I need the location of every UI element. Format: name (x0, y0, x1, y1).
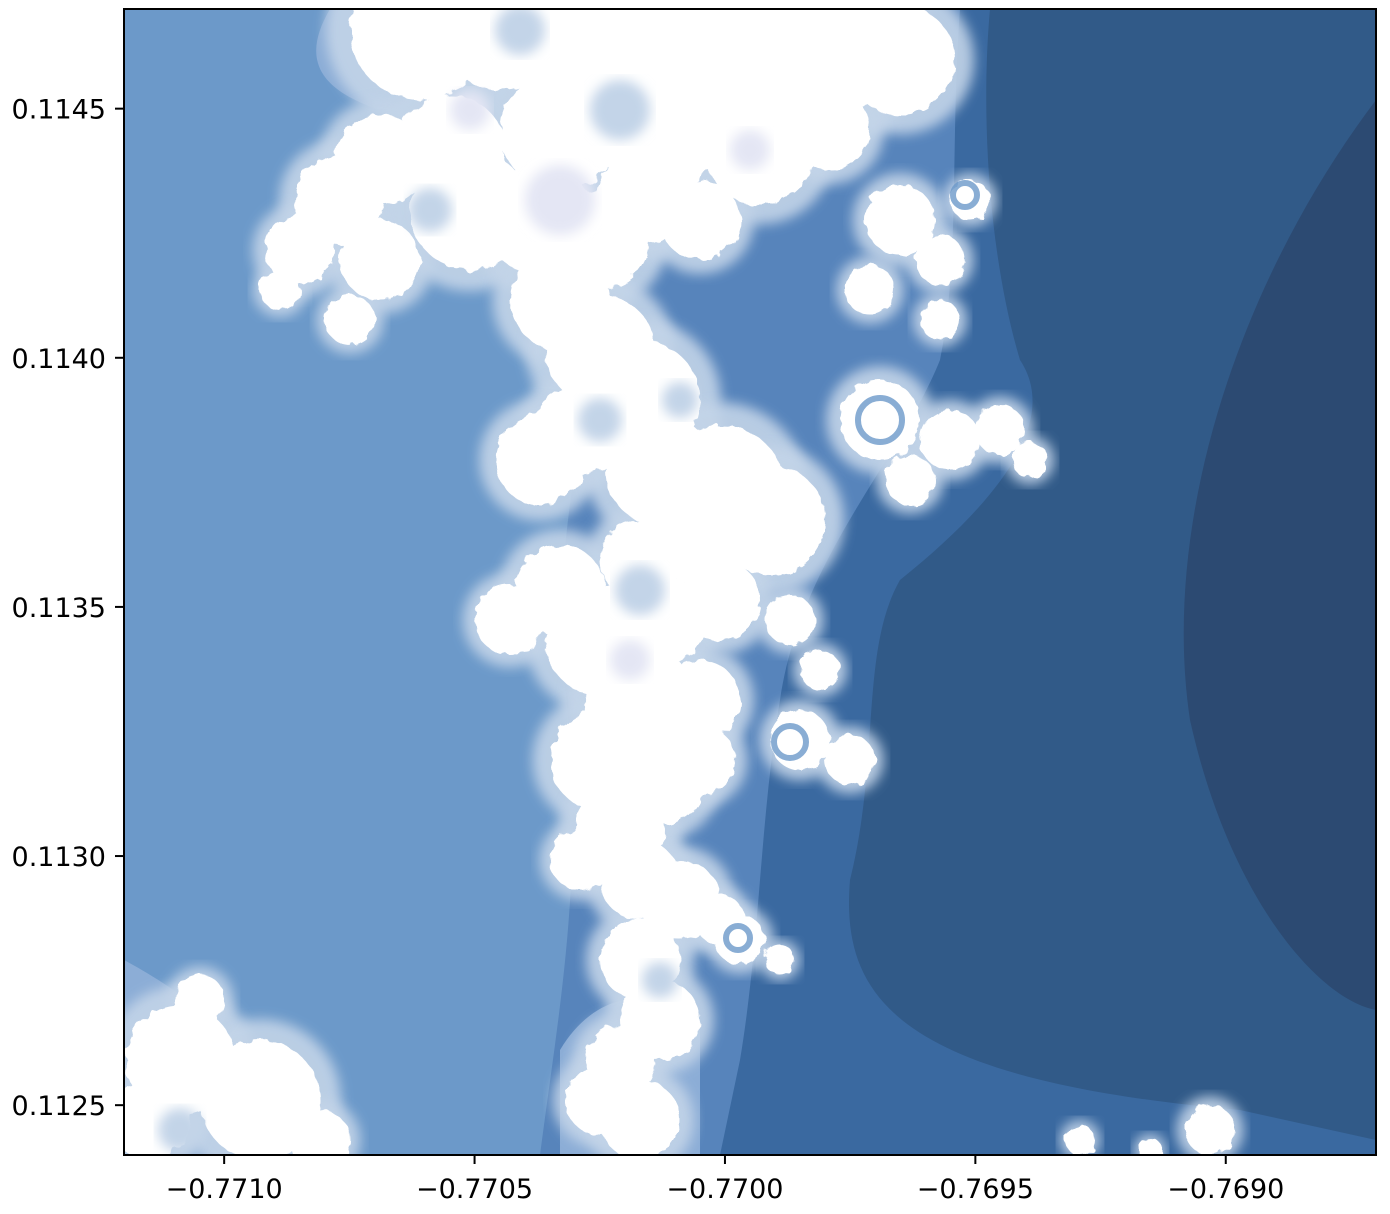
fractal-bulb-66 (715, 915, 765, 965)
fractal-bulb-53 (920, 410, 980, 470)
fractal-bulb-64 (765, 595, 815, 645)
fractal-interior-5 (450, 90, 490, 130)
y-tick-label: 0.1125 (12, 1091, 106, 1122)
fractal-bulb-16 (325, 295, 375, 345)
fractal-bulb-65 (800, 650, 840, 690)
fractal-interior-2 (408, 188, 452, 232)
fractal-bulb-74 (1065, 1125, 1095, 1155)
plot-frame (123, 8, 1377, 1156)
band-deep-right (1183, 100, 1376, 1010)
fractal-bulb-72 (175, 975, 225, 1025)
fractal-bulb-75 (1138, 1138, 1162, 1155)
fractal-bulb-61 (845, 265, 895, 315)
fractal-bulb-56 (885, 455, 935, 505)
fractal-bulb-38 (660, 660, 740, 740)
x-tick-label: −0.7710 (166, 1174, 283, 1205)
fractal-bulb-52 (840, 380, 920, 460)
fractal-bulb-57 (865, 185, 935, 255)
fractal-bulb-58 (915, 235, 965, 285)
fractal-interior-8 (662, 382, 698, 418)
fractal-interior-3 (615, 565, 665, 615)
fractal-bulb-13 (265, 215, 335, 285)
y-tick-label: 0.1130 (12, 842, 106, 873)
fractal-interior-9 (730, 130, 770, 170)
fractal-bulb-33 (475, 585, 545, 655)
fractal-bulb-62 (770, 710, 830, 770)
fractal-interior-7 (578, 398, 622, 442)
fractal-interior-1 (590, 80, 650, 140)
fractal-bulb-41 (665, 725, 735, 795)
fractal-bulb-43 (550, 830, 610, 890)
fractal-bulb-73 (1185, 1105, 1235, 1155)
x-axis: −0.7710 −0.7705 −0.7700 −0.7695 −0.7690 (166, 1155, 1284, 1205)
y-tick-label: 0.1140 (12, 344, 106, 375)
fractal-interior-4 (495, 9, 545, 55)
plot-area (124, 9, 1376, 1155)
fractal-interior-11 (158, 1108, 202, 1152)
spiral-1 (950, 180, 980, 210)
fractal-interior-0 (525, 165, 595, 235)
fractal-bulbs (124, 9, 1244, 1155)
fractal-bulb-11 (790, 90, 870, 170)
fractal-bulb-54 (975, 405, 1025, 455)
fractal-bulb-55 (1012, 442, 1048, 478)
x-tick-label: −0.7695 (917, 1174, 1034, 1205)
spiral-2 (771, 723, 809, 761)
y-tick-label: 0.1135 (12, 593, 106, 624)
fractal-bulb-60 (920, 300, 960, 340)
fractal-bulb-14 (260, 270, 300, 310)
fractal-bulb-26 (495, 415, 585, 505)
fractal-bulb-69 (200, 1040, 320, 1155)
x-tick-label: −0.7705 (416, 1174, 533, 1205)
fractal-bulb-5 (845, 9, 955, 115)
fractal-bulb-59 (950, 180, 990, 220)
fractal-bulb-7 (500, 70, 620, 190)
y-axis: 0.1125 0.1130 0.1135 0.1140 0.1145 (12, 95, 124, 1122)
fractal-bulb-36 (680, 560, 760, 640)
fractal-bulb-63 (825, 735, 875, 785)
fractal-interior-6 (610, 640, 650, 680)
fractal-interior-10 (642, 962, 678, 998)
fractal-bulb-71 (290, 1110, 350, 1155)
spiral-0 (855, 395, 905, 445)
fractal-bulb-21 (660, 180, 740, 260)
fractal-bulb-51 (600, 1080, 680, 1155)
x-tick-label: −0.7690 (1167, 1174, 1284, 1205)
y-tick-label: 0.1145 (12, 95, 106, 126)
fractal-bulb-67 (765, 945, 795, 975)
spiral-3 (723, 923, 753, 953)
fractal-bulb-15 (340, 220, 420, 300)
x-tick-label: −0.7700 (666, 1174, 783, 1205)
